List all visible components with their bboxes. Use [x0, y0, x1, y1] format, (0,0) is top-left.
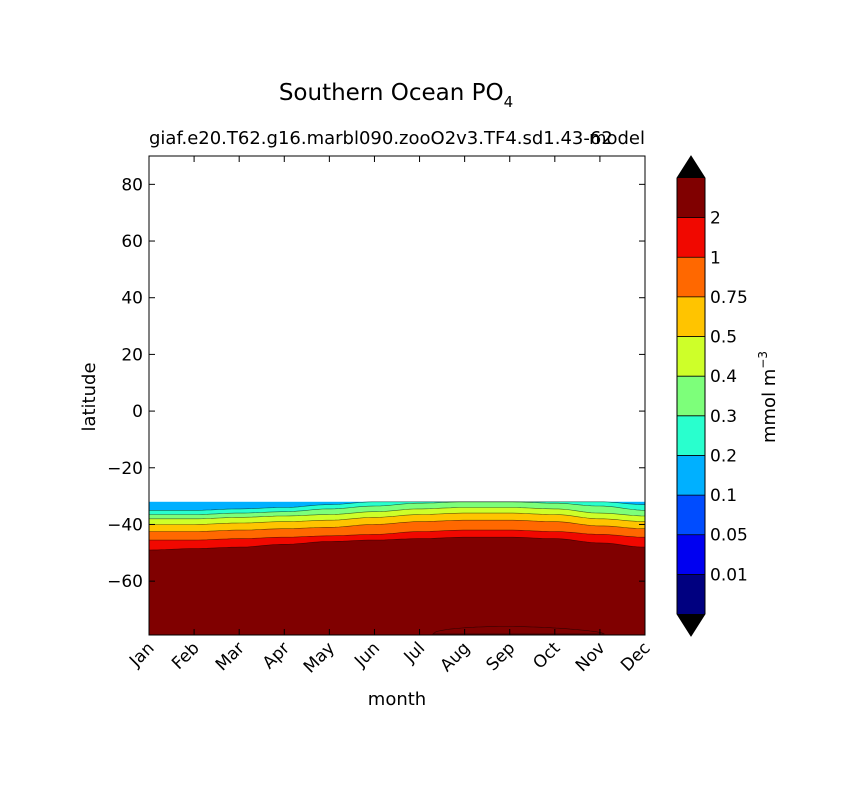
colorbar-segment — [677, 257, 705, 297]
contour-line-0.75 — [149, 519, 645, 532]
y-tick-label: 40 — [121, 289, 143, 309]
contour-line-2 — [148, 536, 646, 551]
colorbar-segment — [677, 178, 705, 218]
colorbar-tick-label: 0.5 — [710, 328, 737, 348]
colorbar-extend-high — [677, 156, 705, 178]
colorbar-segment — [677, 574, 705, 614]
colorbar-segment — [677, 376, 705, 416]
contour-lines — [148, 501, 646, 635]
heatmap-bands — [149, 501, 645, 635]
colorbar-segment — [677, 296, 705, 337]
contour-line-2-region — [432, 626, 605, 635]
contour-line-1 — [149, 529, 645, 541]
chart-title: Southern Ocean PO4 — [279, 80, 513, 111]
colorbar-extend-low — [677, 614, 705, 636]
colorbar-segment — [677, 455, 705, 496]
band-above-2 — [149, 537, 645, 635]
contour-line-0.2 — [149, 501, 645, 511]
band-above-2 — [433, 626, 605, 634]
chart-subtitle-left: giaf.e20.T62.g16.marbl090.zooO2v3.TF4.sd… — [149, 128, 613, 149]
colorbar-tick-label: 2 — [710, 209, 721, 229]
contour-line-0.5 — [149, 512, 645, 525]
colorbar-tick-label: 1 — [710, 248, 721, 268]
y-tick-label: 80 — [121, 175, 143, 195]
colorbar-tick-label: 0.75 — [710, 288, 748, 308]
plot-area-frame — [148, 155, 646, 636]
colorbar-segment — [677, 336, 705, 377]
colorbar-outline — [676, 155, 706, 637]
colorbar-tick-label: 0.01 — [710, 565, 748, 585]
colorbar-tick-label: 0.05 — [710, 526, 748, 546]
y-tick-label: −20 — [107, 459, 143, 479]
y-tick-label: 20 — [121, 345, 143, 365]
colorbar-tick-label: 0.1 — [710, 486, 737, 506]
contour-line-0.4 — [149, 507, 646, 520]
y-tick-label: 0 — [132, 402, 143, 422]
colorbar-segment — [677, 495, 705, 535]
y-tick-label: 60 — [121, 232, 143, 252]
colorbar-tick-label: 0.2 — [710, 446, 737, 466]
colorbar: 0.01 0.05 0.1 0.2 0.3 0.4 0.5 0.75 1 2 — [676, 155, 748, 637]
colorbar-segment — [677, 534, 705, 575]
colorbar-segment — [677, 415, 705, 456]
y-axis-title: latitude — [79, 362, 100, 431]
x-axis-title: month — [368, 689, 426, 710]
y-tick-label: −40 — [107, 515, 143, 535]
chart-subtitle-right: model — [589, 128, 645, 149]
colorbar-tick-label: 0.4 — [710, 367, 737, 387]
colorbar-tick-label: 0.3 — [710, 407, 737, 427]
y-tick-label: −60 — [107, 572, 143, 592]
y-axis: 80 60 40 20 0 −20 −40 −60 — [107, 175, 645, 592]
contour-line-0.3 — [149, 501, 646, 515]
colorbar-label: mmol m−3 — [756, 351, 780, 443]
colorbar-segment — [677, 217, 705, 258]
